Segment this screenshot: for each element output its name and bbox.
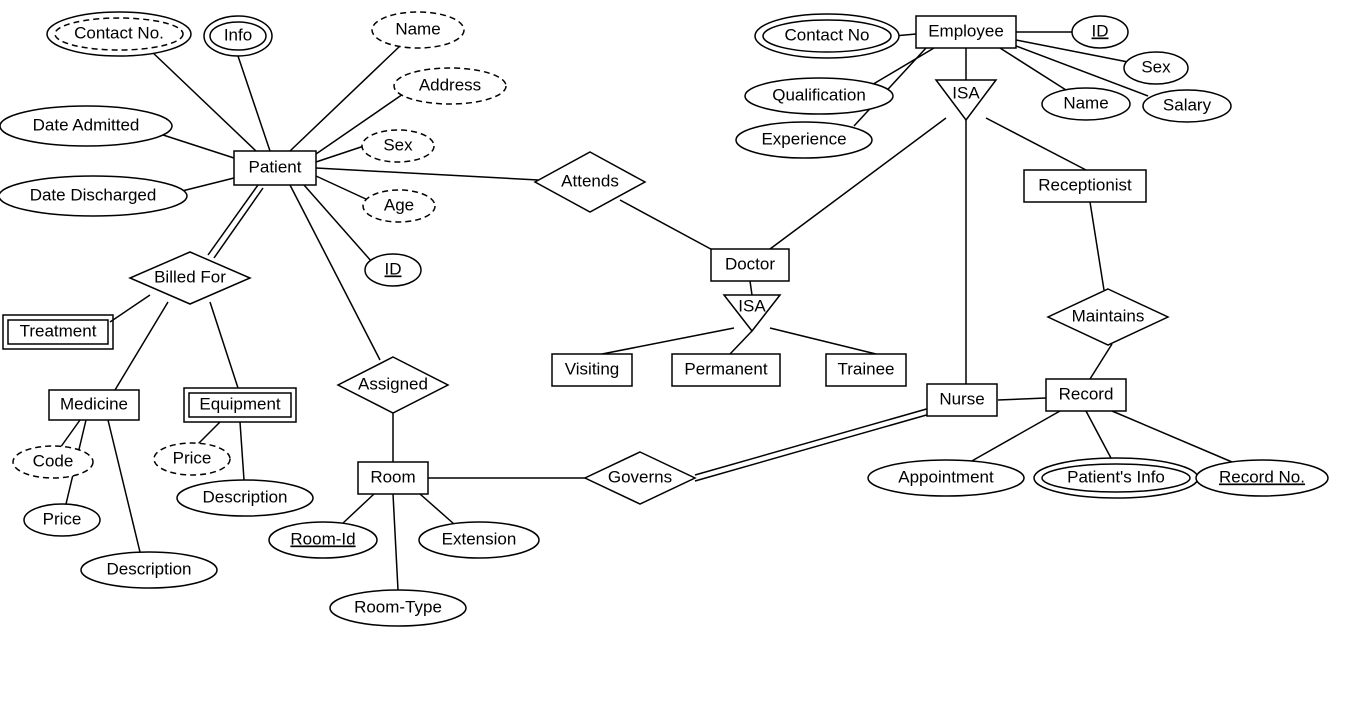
attr-patients-info: Patient's Info — [1034, 458, 1198, 498]
svg-text:Address: Address — [419, 75, 481, 94]
svg-text:Governs: Governs — [608, 467, 672, 486]
svg-text:Appointment: Appointment — [898, 467, 994, 486]
svg-text:Room-Type: Room-Type — [354, 597, 442, 616]
entity-treatment: Treatment — [3, 315, 113, 349]
svg-text:Contact No.: Contact No. — [74, 23, 164, 42]
entity-equipment: Equipment — [184, 388, 296, 422]
svg-text:Price: Price — [173, 448, 212, 467]
svg-text:Salary: Salary — [1163, 95, 1212, 114]
svg-text:Trainee: Trainee — [837, 359, 894, 378]
entity-employee: Employee — [916, 16, 1016, 48]
attr-id-employee: ID — [1072, 16, 1128, 48]
attr-qualification: Qualification — [745, 78, 893, 114]
svg-text:Experience: Experience — [761, 129, 846, 148]
attr-contact-no-employee: Contact No — [755, 14, 899, 58]
attr-salary: Salary — [1143, 90, 1231, 122]
rel-attends: Attends — [535, 152, 645, 212]
svg-text:Name: Name — [1063, 93, 1108, 112]
svg-text:Equipment: Equipment — [199, 394, 281, 413]
entity-doctor: Doctor — [711, 249, 789, 281]
svg-text:Assigned: Assigned — [358, 374, 428, 393]
svg-text:Patient's Info: Patient's Info — [1067, 467, 1165, 486]
rel-governs: Governs — [585, 452, 695, 504]
rel-assigned: Assigned — [338, 357, 448, 413]
rel-maintains: Maintains — [1048, 289, 1168, 345]
attr-description-medicine: Description — [81, 552, 217, 588]
attr-name-employee: Name — [1042, 88, 1130, 120]
svg-text:Code: Code — [33, 451, 74, 470]
svg-text:ISA: ISA — [952, 83, 980, 102]
svg-text:Sex: Sex — [1141, 57, 1171, 76]
svg-text:Date Discharged: Date Discharged — [30, 185, 157, 204]
attr-room-type: Room-Type — [330, 590, 466, 626]
svg-text:Permanent: Permanent — [684, 359, 767, 378]
entity-record: Record — [1046, 379, 1126, 411]
attr-address: Address — [394, 68, 506, 104]
svg-text:Medicine: Medicine — [60, 394, 128, 413]
entity-medicine: Medicine — [49, 390, 139, 420]
entity-trainee: Trainee — [826, 354, 906, 386]
svg-text:Price: Price — [43, 509, 82, 528]
attr-name-patient: Name — [372, 12, 464, 48]
entity-nurse: Nurse — [927, 384, 997, 416]
entity-patient: Patient — [234, 151, 316, 185]
attr-record-no: Record No. — [1196, 460, 1328, 496]
svg-text:Patient: Patient — [249, 157, 302, 176]
svg-text:Employee: Employee — [928, 21, 1004, 40]
svg-text:Visiting: Visiting — [565, 359, 620, 378]
entity-room: Room — [358, 462, 428, 494]
attr-id-patient: ID — [365, 254, 421, 286]
attr-contact-no-patient: Contact No. — [47, 12, 191, 56]
svg-text:Doctor: Doctor — [725, 254, 775, 273]
svg-text:Qualification: Qualification — [772, 85, 866, 104]
svg-text:ISA: ISA — [738, 296, 766, 315]
er-diagram-canvas: Contact No. Info Name Date Admitted Date… — [0, 0, 1367, 703]
svg-text:Receptionist: Receptionist — [1038, 175, 1132, 194]
svg-text:Room: Room — [370, 467, 415, 486]
isa-doctor: ISA — [724, 295, 780, 331]
svg-text:Attends: Attends — [561, 171, 619, 190]
svg-text:Info: Info — [224, 25, 252, 44]
attr-date-admitted: Date Admitted — [0, 106, 172, 146]
svg-text:Description: Description — [202, 487, 287, 506]
svg-text:Record No.: Record No. — [1219, 467, 1305, 486]
attr-info: Info — [204, 16, 272, 56]
svg-text:Extension: Extension — [442, 529, 517, 548]
svg-text:Contact No: Contact No — [784, 25, 869, 44]
attr-price-medicine: Price — [24, 504, 100, 536]
svg-text:Description: Description — [106, 559, 191, 578]
svg-text:Maintains: Maintains — [1072, 306, 1145, 325]
svg-text:Name: Name — [395, 19, 440, 38]
attr-extension: Extension — [419, 522, 539, 558]
svg-text:Treatment: Treatment — [20, 321, 97, 340]
attr-price-equipment: Price — [154, 443, 230, 475]
entity-visiting: Visiting — [552, 354, 632, 386]
svg-text:Nurse: Nurse — [939, 389, 984, 408]
svg-text:Date Admitted: Date Admitted — [33, 115, 140, 134]
entity-permanent: Permanent — [672, 354, 780, 386]
isa-employee: ISA — [936, 80, 996, 120]
attr-code: Code — [13, 446, 93, 478]
attr-sex-patient: Sex — [362, 130, 434, 162]
svg-text:Room-Id: Room-Id — [290, 529, 355, 548]
svg-text:Age: Age — [384, 195, 414, 214]
svg-text:ID: ID — [385, 259, 402, 278]
entity-receptionist: Receptionist — [1024, 170, 1146, 202]
attr-date-discharged: Date Discharged — [0, 176, 187, 216]
svg-text:Sex: Sex — [383, 135, 413, 154]
svg-text:Billed For: Billed For — [154, 267, 226, 286]
attr-description-equipment: Description — [177, 480, 313, 516]
attr-age: Age — [363, 190, 435, 222]
attr-sex-employee: Sex — [1124, 52, 1188, 84]
svg-text:Record: Record — [1059, 384, 1114, 403]
attr-appointment: Appointment — [868, 460, 1024, 496]
svg-text:ID: ID — [1092, 21, 1109, 40]
attr-room-id: Room-Id — [269, 522, 377, 558]
attr-experience: Experience — [736, 122, 872, 158]
